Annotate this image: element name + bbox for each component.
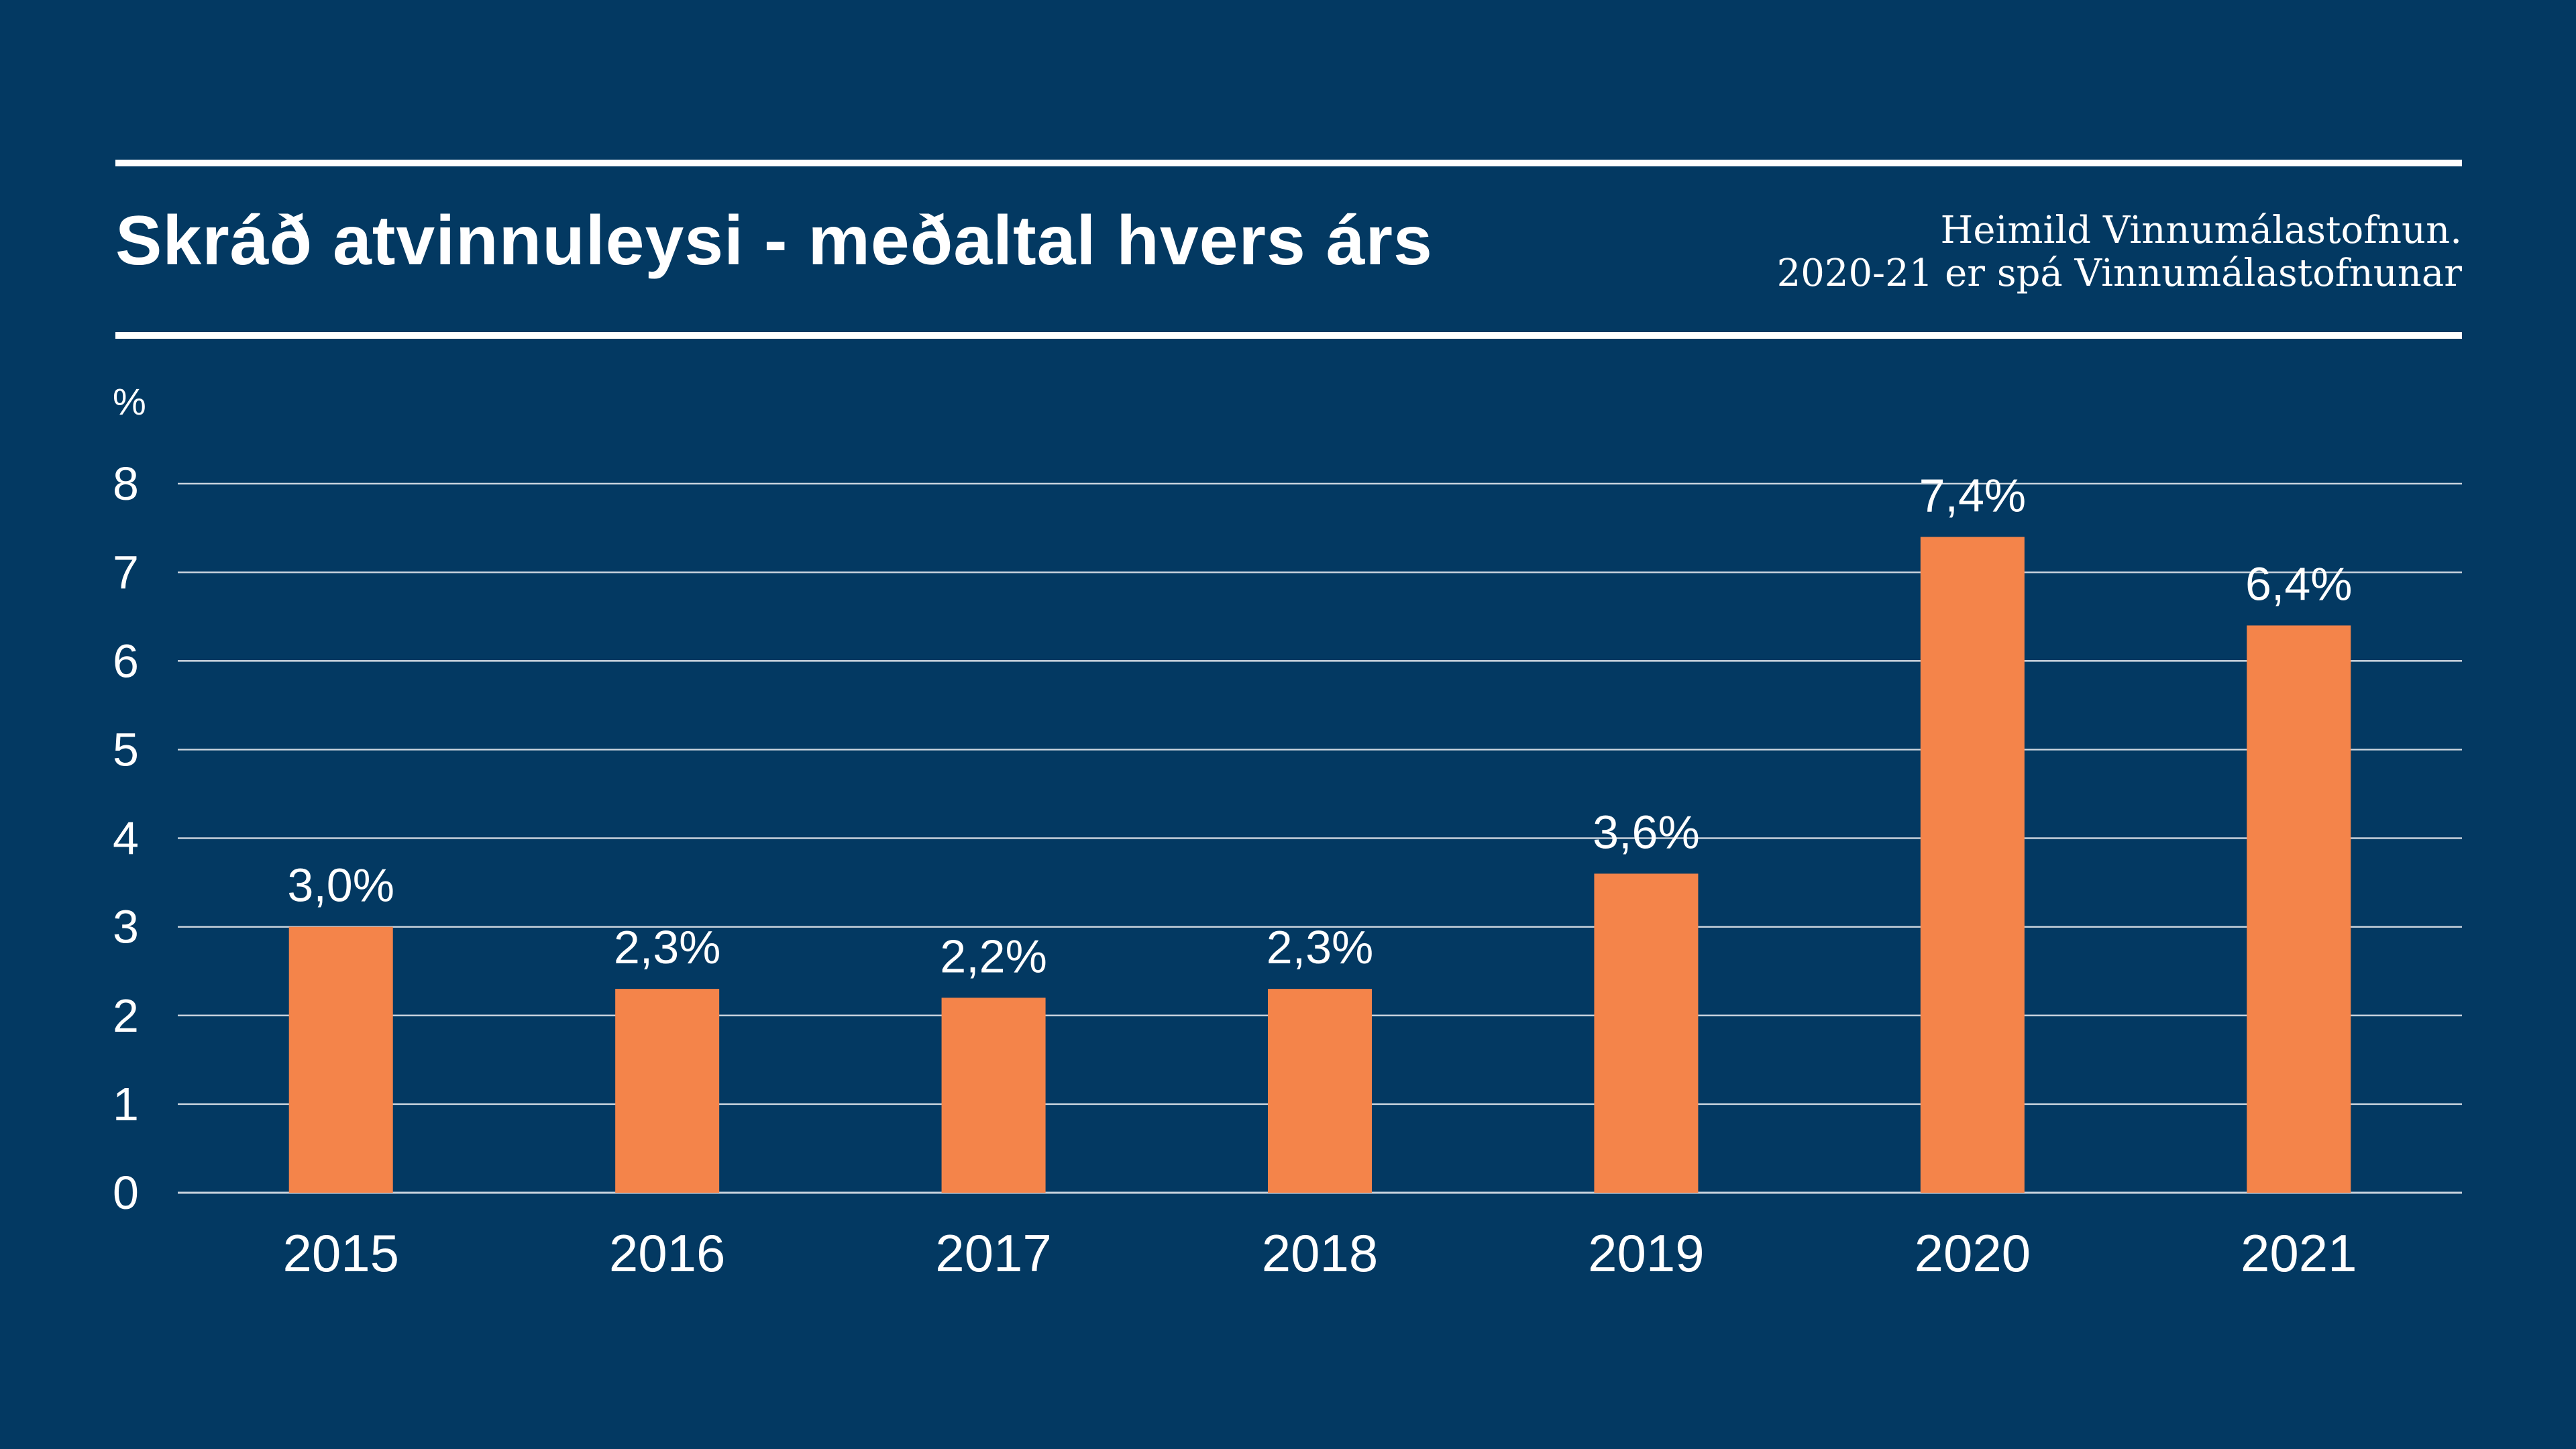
data-label-2020: 7,4% [1919, 469, 2027, 521]
y-tick-label: 1 [113, 1078, 139, 1130]
y-tick-label: 7 [113, 546, 139, 598]
x-category-label: 2019 [1588, 1224, 1705, 1283]
bottom-divider [115, 332, 2462, 339]
bar-2019 [1594, 873, 1699, 1193]
data-label-2017: 2,2% [940, 930, 1047, 982]
source-line-2: 2020-21 er spá Vinnumálastofnunar [1776, 252, 2462, 295]
chart-title: Skráð atvinnuleysi - meðaltal hvers árs [115, 202, 1433, 280]
data-label-2019: 3,6% [1593, 806, 1700, 858]
bar-2015 [288, 926, 393, 1193]
bars [288, 537, 2351, 1193]
x-category-label: 2015 [282, 1224, 399, 1283]
x-category-label: 2018 [1262, 1224, 1379, 1283]
bar-2018 [1268, 989, 1372, 1193]
x-category-label: 2017 [935, 1224, 1052, 1283]
x-category-label: 2021 [2241, 1224, 2357, 1283]
x-axis-categories: 2015 2016 2017 2018 2019 2020 2021 [282, 1224, 2357, 1283]
y-tick-label: 2 [113, 989, 139, 1042]
data-label-2016: 2,3% [614, 921, 721, 973]
data-label-2018: 2,3% [1267, 921, 1374, 973]
source-line-1: Heimild Vinnumálastofnun. [1940, 209, 2463, 252]
data-label-2021: 6,4% [2245, 557, 2353, 610]
y-axis-unit-label: % [113, 380, 146, 423]
x-category-label: 2020 [1915, 1224, 2031, 1283]
x-category-label: 2016 [609, 1224, 726, 1283]
y-tick-label: 8 [113, 458, 139, 510]
y-tick-label: 3 [113, 901, 139, 953]
bar-2017 [941, 998, 1046, 1193]
y-tick-label: 5 [113, 723, 139, 775]
bar-2016 [615, 989, 720, 1193]
source-note: Heimild Vinnumálastofnun. 2020-21 er spá… [1777, 209, 2462, 295]
y-tick-label: 6 [113, 635, 139, 687]
bar-2020 [1920, 537, 2025, 1193]
data-label-2015: 3,0% [287, 859, 394, 912]
y-axis-ticks: 0 1 2 3 4 5 6 7 8 [113, 458, 139, 1219]
bar-2021 [2247, 625, 2351, 1193]
y-tick-label: 4 [113, 812, 139, 865]
data-labels: 3,0% 2,3% 2,2% 2,3% 3,6% 7,4% 6,4% [287, 469, 2352, 982]
y-tick-label: 0 [113, 1167, 139, 1219]
top-divider [115, 160, 2462, 166]
